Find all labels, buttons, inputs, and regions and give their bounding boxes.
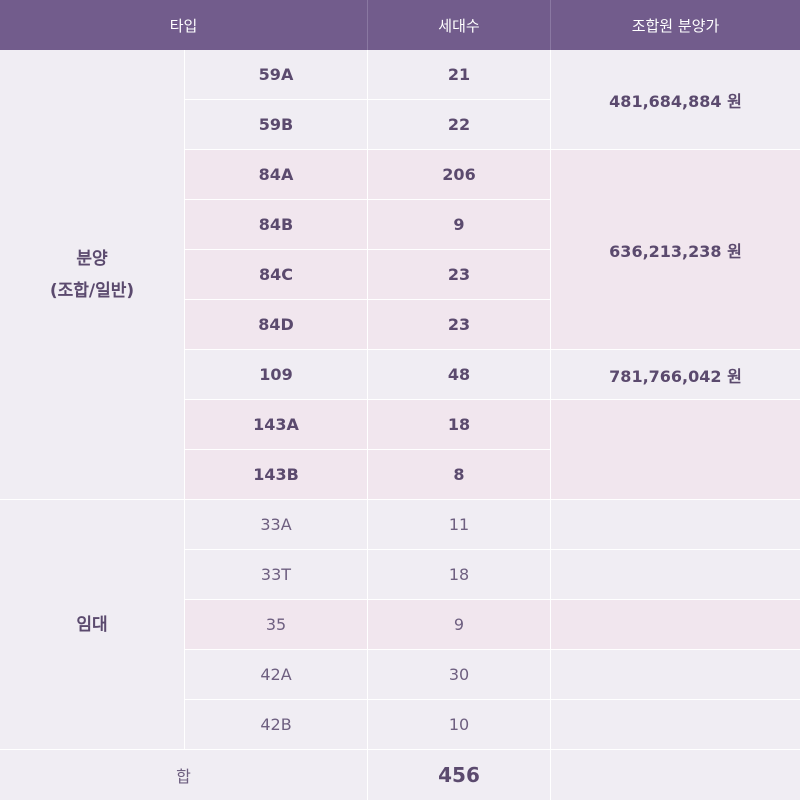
header-price: 조합원 분양가 bbox=[551, 0, 800, 50]
type-cell: 35 bbox=[185, 600, 368, 650]
count-cell: 48 bbox=[368, 350, 551, 400]
type-cell: 59A bbox=[185, 50, 368, 100]
count-cell: 11 bbox=[368, 500, 551, 550]
count-cell: 9 bbox=[368, 600, 551, 650]
type-cell: 84D bbox=[185, 300, 368, 350]
type-cell: 33A bbox=[185, 500, 368, 550]
count-cell: 21 bbox=[368, 50, 551, 100]
total-value: 456 bbox=[368, 750, 551, 800]
type-cell: 59B bbox=[185, 100, 368, 150]
count-cell: 8 bbox=[368, 450, 551, 500]
type-cell: 143B bbox=[185, 450, 368, 500]
price-cell-84: 636,213,238 원 bbox=[551, 150, 800, 350]
price-cell-empty bbox=[551, 650, 800, 700]
category-sale-line1: 분양 bbox=[76, 248, 108, 269]
type-cell: 33T bbox=[185, 550, 368, 600]
count-cell: 23 bbox=[368, 300, 551, 350]
count-cell: 30 bbox=[368, 650, 551, 700]
type-cell: 84C bbox=[185, 250, 368, 300]
total-price-empty bbox=[551, 750, 800, 800]
count-cell: 10 bbox=[368, 700, 551, 750]
type-cell: 143A bbox=[185, 400, 368, 450]
type-cell: 42B bbox=[185, 700, 368, 750]
category-rent: 임대 bbox=[0, 500, 185, 750]
type-cell: 84B bbox=[185, 200, 368, 250]
header-type: 타입 bbox=[0, 0, 368, 50]
count-cell: 206 bbox=[368, 150, 551, 200]
category-rent-label: 임대 bbox=[76, 614, 108, 635]
type-cell: 42A bbox=[185, 650, 368, 700]
price-cell-empty bbox=[551, 600, 800, 650]
count-cell: 18 bbox=[368, 550, 551, 600]
category-sale: 분양 (조합/일반) bbox=[0, 50, 185, 500]
count-cell: 9 bbox=[368, 200, 551, 250]
price-cell-109: 781,766,042 원 bbox=[551, 350, 800, 400]
type-cell: 109 bbox=[185, 350, 368, 400]
count-cell: 23 bbox=[368, 250, 551, 300]
header-households: 세대수 bbox=[368, 0, 551, 50]
price-cell-143-empty bbox=[551, 400, 800, 500]
total-label: 합 bbox=[0, 750, 368, 800]
price-cell-empty bbox=[551, 500, 800, 550]
price-cell-empty bbox=[551, 700, 800, 750]
type-cell: 84A bbox=[185, 150, 368, 200]
price-cell-empty bbox=[551, 550, 800, 600]
count-cell: 18 bbox=[368, 400, 551, 450]
count-cell: 22 bbox=[368, 100, 551, 150]
category-sale-line2: (조합/일반) bbox=[49, 280, 135, 301]
price-cell-59: 481,684,884 원 bbox=[551, 50, 800, 150]
